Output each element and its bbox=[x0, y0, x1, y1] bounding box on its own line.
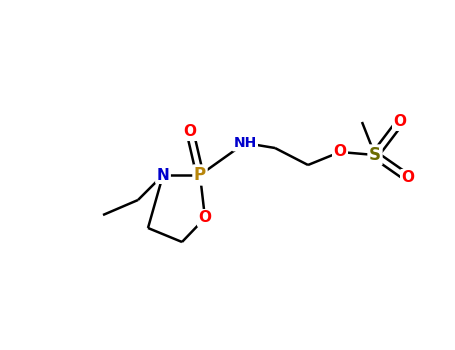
Text: P: P bbox=[194, 166, 206, 184]
Text: S: S bbox=[369, 146, 381, 164]
Text: NH: NH bbox=[233, 136, 257, 150]
Text: O: O bbox=[401, 170, 415, 186]
Text: O: O bbox=[334, 145, 347, 160]
Text: O: O bbox=[198, 210, 212, 225]
Text: N: N bbox=[157, 168, 169, 182]
Text: O: O bbox=[183, 125, 197, 140]
Text: O: O bbox=[394, 114, 406, 130]
